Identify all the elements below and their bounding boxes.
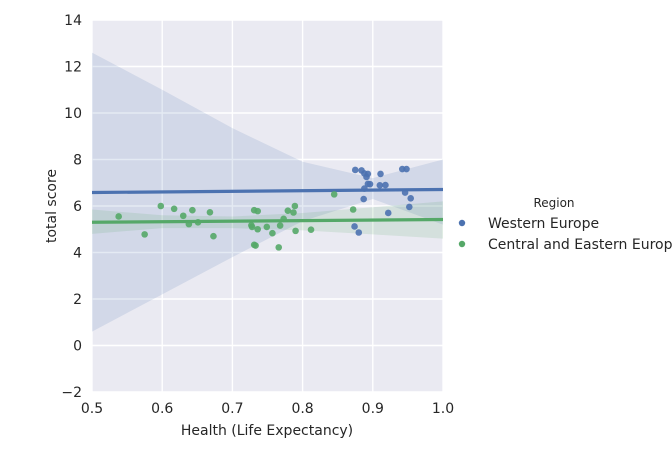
- data-point-0: [377, 170, 384, 178]
- data-point-1: [115, 213, 122, 220]
- y-tick-label: 2: [73, 292, 82, 308]
- legend-marker-western-europe: [458, 219, 466, 227]
- data-point-1: [206, 208, 214, 216]
- x-tick-label: 0.7: [221, 401, 243, 417]
- y-axis-label: total score: [44, 169, 60, 243]
- data-point-0: [363, 173, 370, 181]
- data-point-1: [291, 202, 299, 210]
- data-point-0: [361, 185, 368, 192]
- x-tick-label: 0.6: [151, 401, 173, 417]
- data-point-1: [252, 242, 259, 249]
- y-tick-label: 4: [73, 246, 82, 262]
- data-point-1: [269, 229, 276, 237]
- data-point-0: [366, 180, 374, 188]
- regression-line-0: [91, 187, 444, 195]
- legend-label-central-eastern-europe: Central and Eastern Europe: [488, 237, 672, 253]
- data-point-1: [280, 215, 287, 223]
- regression-line-1: [91, 217, 444, 224]
- data-point-1: [276, 222, 284, 229]
- data-point-0: [382, 181, 389, 189]
- data-point-1: [349, 206, 357, 213]
- data-point-0: [351, 223, 358, 230]
- data-point-0: [355, 229, 363, 236]
- data-point-1: [290, 209, 297, 216]
- data-point-1: [263, 223, 271, 231]
- data-point-1: [194, 218, 202, 226]
- data-point-1: [185, 220, 193, 228]
- data-points: [115, 165, 415, 251]
- data-point-1: [179, 212, 187, 220]
- data-point-0: [360, 195, 367, 203]
- data-point-1: [248, 223, 256, 231]
- legend-title: Region: [533, 196, 574, 210]
- y-tick-label: 0: [73, 339, 82, 355]
- y-tick-label: 10: [64, 106, 82, 122]
- x-axis-label: Health (Life Expectancy): [181, 423, 353, 439]
- data-point-1: [189, 206, 196, 214]
- grid-lines: [91, 19, 444, 393]
- data-point-0: [403, 165, 410, 173]
- x-tick-label: 0.5: [81, 401, 103, 417]
- x-tick-label: 0.9: [362, 401, 384, 417]
- y-axis-ticks: −2 0 2 4 6 8 10 12 14: [61, 13, 82, 401]
- y-tick-label: 6: [73, 199, 82, 215]
- data-point-0: [406, 203, 413, 211]
- x-axis-ticks: 0.5 0.6 0.7 0.8 0.9 1.0: [81, 401, 454, 417]
- x-tick-label: 1.0: [432, 401, 454, 417]
- x-tick-label: 0.8: [291, 401, 313, 417]
- legend: Region Western Europe Central and Easter…: [458, 196, 672, 253]
- data-point-1: [284, 207, 292, 214]
- data-point-1: [254, 225, 261, 233]
- regression-lines: [91, 187, 444, 224]
- legend-label-western-europe: Western Europe: [488, 216, 599, 232]
- y-tick-label: 12: [64, 60, 82, 76]
- data-point-0: [384, 209, 392, 217]
- data-point-0: [376, 182, 384, 189]
- data-point-0: [407, 195, 415, 202]
- data-point-1: [292, 227, 299, 235]
- data-point-1: [275, 244, 283, 251]
- data-point-1: [157, 202, 165, 210]
- data-point-1: [330, 191, 338, 198]
- y-tick-label: 8: [73, 153, 82, 169]
- legend-marker-central-eastern-europe: [458, 240, 466, 248]
- data-point-0: [401, 189, 409, 196]
- y-tick-label: −2: [61, 385, 82, 401]
- data-point-0: [351, 166, 359, 174]
- data-point-1: [307, 226, 315, 234]
- y-tick-label: 14: [64, 13, 82, 29]
- data-point-1: [141, 231, 148, 238]
- data-point-1: [210, 232, 217, 240]
- data-point-1: [170, 205, 178, 213]
- data-point-1: [254, 207, 261, 215]
